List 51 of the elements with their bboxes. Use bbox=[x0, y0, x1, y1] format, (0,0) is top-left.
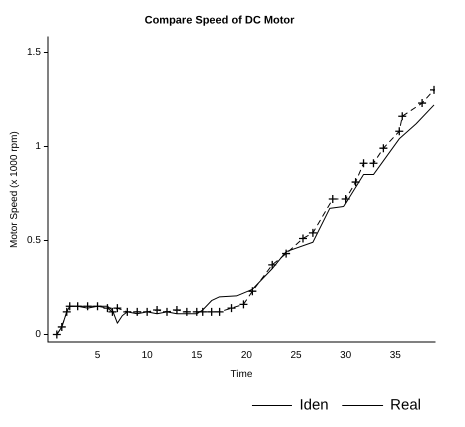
point bbox=[298, 234, 308, 244]
x-tick-label: 35 bbox=[390, 350, 402, 361]
point bbox=[122, 307, 132, 317]
point bbox=[65, 302, 74, 311]
y-tick-label: 0 bbox=[35, 329, 42, 340]
point bbox=[368, 158, 378, 168]
point bbox=[198, 307, 208, 317]
y-axis-title: Motor Speed (x 1000 rpm) bbox=[8, 131, 20, 248]
point bbox=[62, 307, 72, 317]
point bbox=[112, 303, 122, 313]
x-tick-label: 10 bbox=[142, 350, 154, 361]
point bbox=[207, 307, 216, 317]
point bbox=[238, 300, 248, 310]
point bbox=[73, 302, 82, 311]
x-tick-label: 15 bbox=[191, 350, 203, 361]
point bbox=[162, 307, 172, 317]
point bbox=[52, 330, 62, 340]
point bbox=[341, 194, 350, 204]
x-tick-label: 5 bbox=[94, 350, 101, 361]
point bbox=[192, 307, 202, 317]
legend-label: Real bbox=[390, 396, 422, 414]
x-tick-label: 30 bbox=[340, 350, 352, 361]
x-tick-label: 20 bbox=[240, 350, 252, 361]
point bbox=[82, 302, 92, 311]
point bbox=[394, 126, 404, 136]
point bbox=[281, 248, 291, 258]
point bbox=[328, 194, 338, 204]
point bbox=[358, 158, 368, 168]
y-tick-label: 1 bbox=[35, 141, 42, 152]
point bbox=[132, 307, 142, 317]
point bbox=[268, 260, 277, 270]
point bbox=[92, 302, 102, 311]
point bbox=[214, 307, 224, 317]
point bbox=[182, 307, 192, 317]
chart-title: Compare Speed of DC Motor bbox=[144, 14, 296, 27]
point bbox=[248, 286, 258, 296]
y-tick-label: 0.5 bbox=[26, 235, 42, 246]
legend-label: Iden bbox=[299, 396, 329, 414]
point bbox=[142, 307, 152, 317]
point bbox=[398, 112, 407, 121]
point bbox=[350, 177, 360, 187]
point bbox=[417, 98, 427, 108]
point bbox=[172, 305, 182, 315]
point bbox=[308, 228, 318, 238]
point bbox=[57, 322, 66, 332]
x-tick-label: 25 bbox=[290, 350, 302, 361]
point bbox=[378, 144, 388, 153]
x-axis-title: Time bbox=[230, 368, 253, 380]
point bbox=[152, 305, 162, 315]
y-tick-label: 1.5 bbox=[26, 47, 42, 58]
point bbox=[226, 303, 236, 313]
